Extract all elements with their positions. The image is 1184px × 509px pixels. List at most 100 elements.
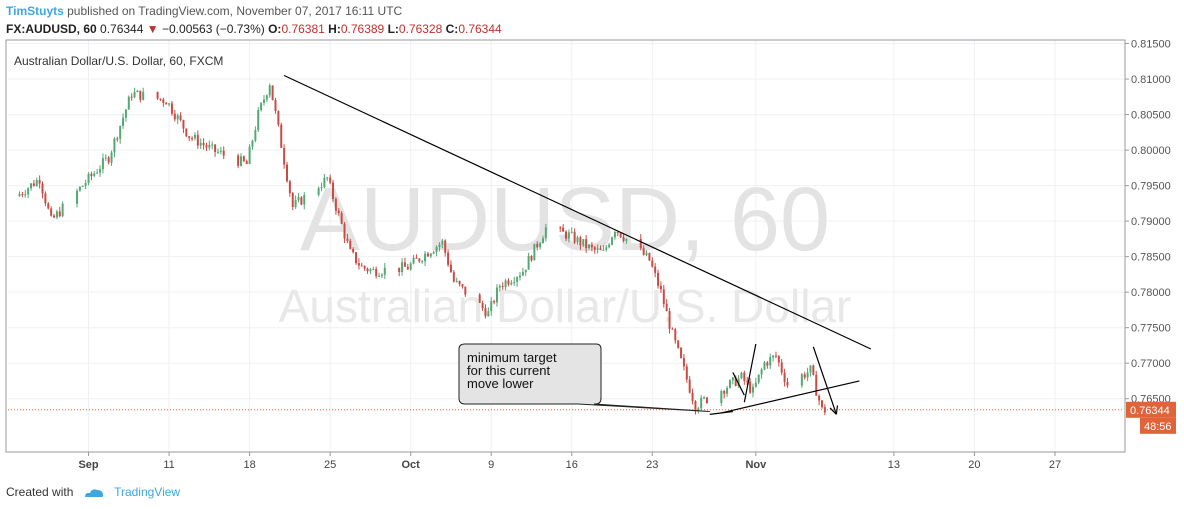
- candle-body: [222, 150, 225, 156]
- candle-body: [593, 247, 596, 250]
- candle-body: [760, 369, 763, 375]
- drawings-layer: [283, 74, 872, 415]
- candle-body: [800, 374, 803, 386]
- candle-body: [360, 265, 363, 267]
- countdown-badge: [1140, 417, 1176, 434]
- candle-body: [728, 380, 731, 388]
- candle-body: [254, 130, 257, 141]
- time-tick-label: 16: [566, 459, 578, 471]
- candle-body: [18, 194, 21, 197]
- candle-body: [317, 188, 320, 195]
- candle-body: [44, 193, 47, 204]
- candle-body: [516, 277, 519, 282]
- candle-body: [734, 377, 737, 386]
- time-axis[interactable]: Sep 11 18 25 Oct 9 16 23 Nov 13 20 27: [6, 451, 1125, 471]
- candle-body: [412, 257, 415, 264]
- candle-body: [366, 268, 369, 272]
- down-arrow-icon: ▼: [146, 22, 159, 36]
- low-label: L:: [387, 22, 399, 36]
- candle-body: [265, 95, 268, 100]
- open-value: 0.76381: [281, 22, 325, 36]
- close-value: 0.76344: [458, 22, 502, 36]
- candle-body: [199, 143, 202, 146]
- candle-body: [806, 372, 809, 378]
- candle-body: [369, 269, 372, 272]
- countdown-label: 48:56: [1144, 421, 1172, 433]
- tradingview-link[interactable]: TradingView: [114, 485, 181, 499]
- candle-body: [737, 378, 740, 386]
- wave-a: [732, 372, 745, 396]
- candle-body: [110, 152, 113, 163]
- candle-body: [196, 134, 199, 146]
- candle-body: [383, 267, 386, 275]
- candle-body: [478, 294, 481, 303]
- candle-body: [87, 173, 90, 184]
- candle-body: [122, 117, 125, 126]
- candle-body: [726, 387, 729, 394]
- candle-body: [746, 380, 749, 382]
- candle-body: [809, 365, 812, 373]
- candle-body: [599, 248, 602, 251]
- candle-body: [380, 274, 383, 276]
- price-tick-label: 0.77500: [1131, 323, 1171, 335]
- symbol-label: FX:AUDUSD, 60: [6, 22, 97, 36]
- annotation-text-line: for this current: [467, 363, 550, 378]
- candle-body: [455, 280, 458, 282]
- downtrend-line: [283, 74, 872, 350]
- candle-body: [21, 194, 24, 196]
- candle-body: [251, 140, 254, 147]
- candle-body: [562, 227, 565, 232]
- time-tick-label: 27: [1049, 459, 1061, 471]
- candle-body: [691, 392, 694, 402]
- candle-body: [176, 115, 179, 120]
- candle-body: [820, 400, 823, 408]
- candle-body: [645, 252, 648, 255]
- candle-body: [208, 145, 211, 148]
- high-label: H:: [328, 22, 341, 36]
- candle-body: [403, 262, 406, 267]
- watermark-description: Australian Dollar/U.S. Dollar: [279, 280, 852, 332]
- publish-info: TimStuyts published on TradingView.com, …: [6, 4, 402, 18]
- candle-body: [763, 362, 766, 370]
- candle-body: [567, 232, 570, 239]
- candle-body: [651, 260, 654, 267]
- candle-body: [93, 173, 96, 176]
- target-line: [709, 410, 733, 415]
- candle-body: [280, 124, 283, 148]
- candle-body: [464, 286, 467, 295]
- candle-body: [573, 231, 576, 243]
- candle-body: [677, 340, 680, 348]
- candle-body: [438, 244, 441, 247]
- arrow-head-icon: [829, 405, 839, 415]
- candle-body: [688, 379, 691, 393]
- candle-body: [283, 147, 286, 165]
- candle-body: [458, 280, 461, 285]
- candle-body: [665, 304, 668, 312]
- candle-body: [81, 185, 84, 187]
- candle-body: [818, 395, 821, 401]
- candle-body: [559, 227, 562, 229]
- candle-body: [429, 253, 432, 257]
- candle-body: [35, 180, 38, 186]
- candle-body: [507, 280, 510, 285]
- candle-body: [674, 329, 677, 341]
- price-axis[interactable]: 0.81500 0.81000 0.80500 0.80000 0.79500 0.790…: [1125, 39, 1176, 434]
- published-text: published on TradingView.com, November 0…: [63, 4, 403, 18]
- candle-body: [452, 272, 455, 282]
- candle-body: [579, 237, 582, 246]
- candle-body: [680, 347, 683, 359]
- candle-body: [498, 286, 501, 288]
- candle-body: [588, 244, 591, 249]
- candle-body: [78, 186, 81, 191]
- candle-body: [329, 177, 332, 183]
- candle-body: [812, 365, 815, 375]
- candle-body: [415, 257, 418, 259]
- candle-body: [211, 144, 214, 146]
- candle-body: [527, 256, 530, 270]
- candle-body: [156, 91, 159, 99]
- close-label: C:: [445, 22, 459, 36]
- candle-body: [268, 85, 271, 96]
- author-link[interactable]: TimStuyts: [6, 4, 64, 18]
